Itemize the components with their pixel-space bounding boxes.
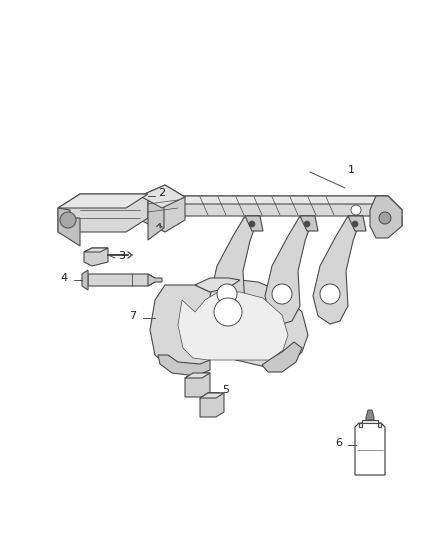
Polygon shape [366, 410, 374, 420]
Circle shape [60, 212, 76, 228]
Circle shape [249, 221, 255, 227]
Polygon shape [140, 185, 185, 208]
Polygon shape [300, 216, 318, 231]
Polygon shape [58, 208, 80, 246]
Polygon shape [370, 196, 402, 238]
Polygon shape [178, 292, 288, 360]
Text: 7: 7 [129, 311, 136, 321]
Polygon shape [118, 196, 402, 226]
Polygon shape [148, 274, 162, 286]
Polygon shape [185, 373, 210, 397]
Circle shape [352, 221, 358, 227]
Polygon shape [148, 194, 164, 240]
Polygon shape [200, 393, 224, 398]
Polygon shape [84, 248, 108, 252]
Text: 6: 6 [335, 438, 342, 448]
Text: 3: 3 [118, 251, 125, 261]
Text: 4: 4 [61, 273, 68, 283]
Text: 2: 2 [158, 188, 165, 198]
Polygon shape [84, 248, 108, 266]
Text: 1: 1 [348, 165, 355, 175]
Text: 5: 5 [222, 385, 229, 395]
Polygon shape [185, 373, 210, 378]
FancyArrowPatch shape [157, 224, 162, 228]
Circle shape [214, 298, 242, 326]
Circle shape [217, 284, 237, 304]
Polygon shape [359, 420, 381, 427]
Circle shape [304, 221, 310, 227]
Polygon shape [355, 423, 385, 475]
Polygon shape [210, 216, 260, 324]
Polygon shape [265, 216, 315, 324]
Polygon shape [313, 216, 363, 324]
Polygon shape [200, 393, 224, 417]
Polygon shape [88, 274, 155, 286]
Polygon shape [58, 194, 148, 232]
Polygon shape [82, 270, 88, 290]
Polygon shape [245, 216, 263, 231]
Polygon shape [150, 280, 308, 370]
Circle shape [272, 284, 292, 304]
Polygon shape [195, 278, 240, 292]
Polygon shape [348, 216, 366, 231]
Circle shape [320, 284, 340, 304]
Polygon shape [140, 185, 185, 232]
Circle shape [351, 205, 361, 215]
Polygon shape [58, 194, 148, 208]
Circle shape [379, 212, 391, 224]
Polygon shape [158, 355, 210, 376]
Polygon shape [262, 342, 302, 372]
Polygon shape [118, 196, 402, 210]
